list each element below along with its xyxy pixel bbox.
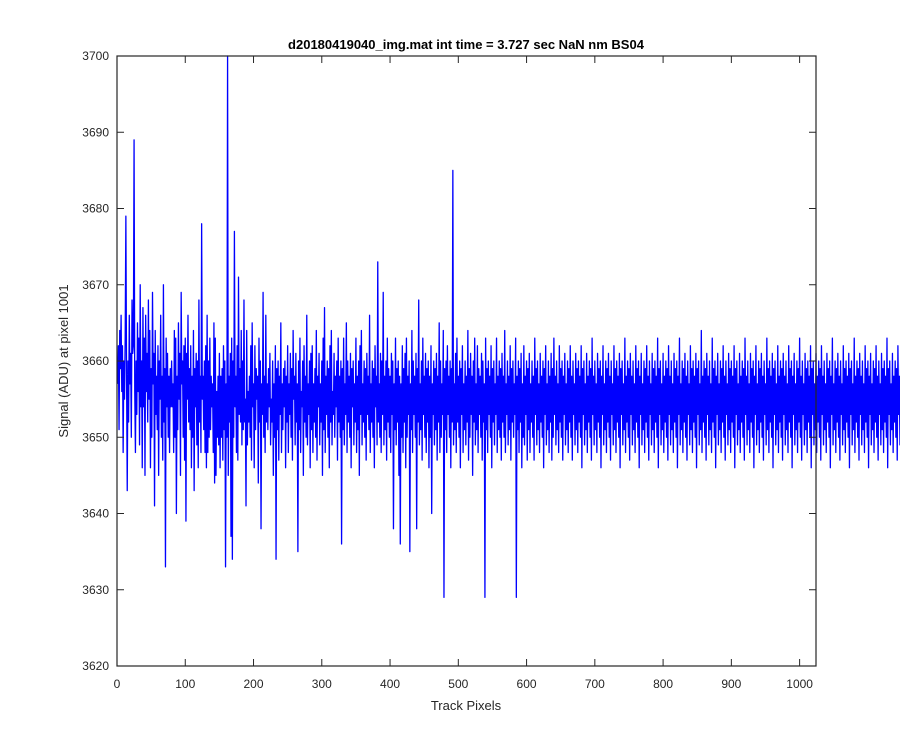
- y-axis-label: Signal (ADU) at pixel 1001: [56, 284, 71, 437]
- y-tick-label: 3660: [82, 354, 109, 368]
- x-tick-label: 500: [448, 677, 468, 691]
- x-tick-label: 800: [653, 677, 673, 691]
- signal-series-line-0: [117, 55, 900, 599]
- plot-frame: [116, 55, 817, 667]
- chart-title: d20180419040_img.mat int time = 3.727 se…: [288, 37, 645, 52]
- x-tick-label: 600: [517, 677, 537, 691]
- plot-area: [117, 56, 816, 666]
- y-tick-label: 3630: [82, 583, 109, 597]
- y-tick-label: 3640: [82, 507, 109, 521]
- y-tick-label: 3650: [82, 430, 109, 444]
- y-tick-label: 3680: [82, 202, 109, 216]
- x-axis-label: Track Pixels: [431, 698, 502, 713]
- x-tick-label: 400: [380, 677, 400, 691]
- y-tick-label: 3700: [82, 49, 109, 63]
- y-tick-label: 3620: [82, 659, 109, 673]
- x-tick-label: 900: [721, 677, 741, 691]
- tick-layer: 0 100 200 300 400 500 600 700 800 900 1000 3620 3630…: [82, 49, 816, 691]
- x-tick-label: 300: [312, 677, 332, 691]
- y-tick-label: 3690: [82, 125, 109, 139]
- x-tick-label: 700: [585, 677, 605, 691]
- x-tick-label: 0: [114, 677, 121, 691]
- x-tick-label: 200: [244, 677, 264, 691]
- x-tick-label: 100: [175, 677, 195, 691]
- y-tick-label: 3670: [82, 278, 109, 292]
- x-tick-label: 1000: [786, 677, 813, 691]
- series-layer: [117, 55, 900, 599]
